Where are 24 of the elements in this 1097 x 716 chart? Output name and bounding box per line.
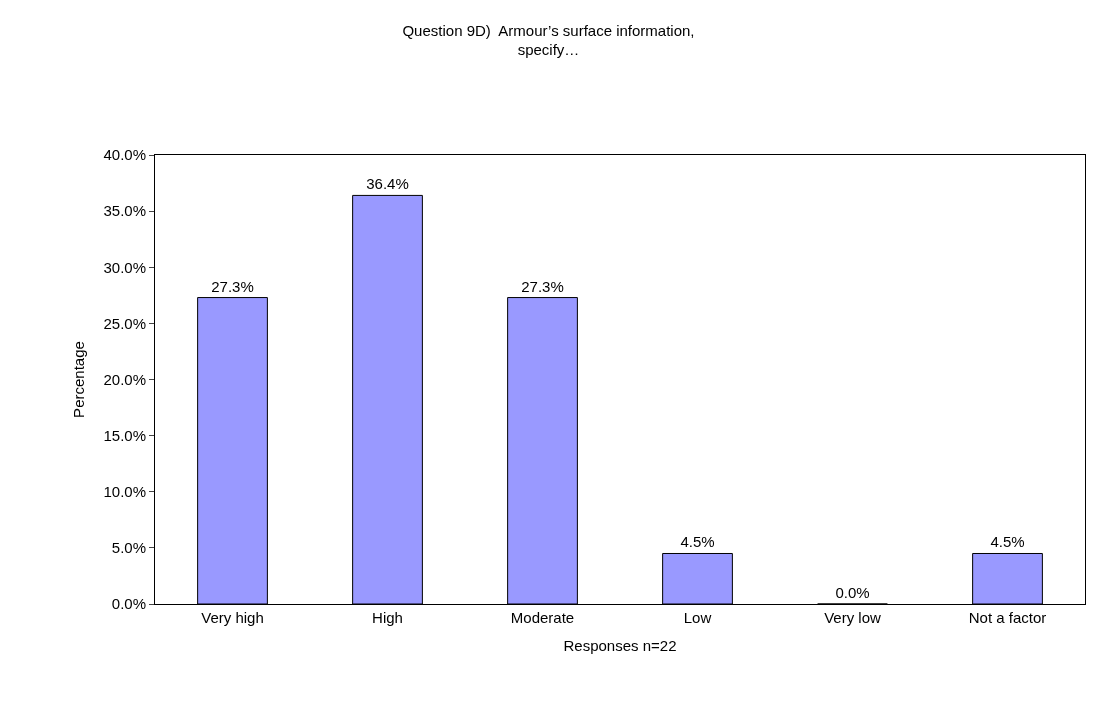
y-tick-label: 25.0% — [103, 314, 146, 332]
data-label: 4.5% — [990, 533, 1025, 551]
data-label: 0.0% — [835, 584, 870, 601]
data-label: 36.4% — [366, 175, 409, 193]
y-tick-label: 5.0% — [111, 539, 146, 557]
x-tick-label: Moderate — [510, 609, 575, 626]
x-axis-title: Responses n=22 — [563, 637, 677, 654]
y-tick-label: 20.0% — [103, 370, 146, 388]
x-tick-label: High — [372, 609, 403, 626]
y-axis-title: Percentage — [69, 341, 87, 418]
x-tick-label: Not a factor — [968, 609, 1047, 626]
x-tick-label: Low — [683, 609, 712, 626]
data-label: 27.3% — [211, 277, 254, 295]
data-label: 27.3% — [521, 277, 564, 295]
y-tick-label: 10.0% — [103, 483, 146, 500]
y-tick-label: 40.0% — [103, 146, 146, 164]
y-tick-label: 30.0% — [103, 258, 146, 276]
y-tick-label: 15.0% — [103, 426, 146, 444]
x-tick-label: Very high — [201, 609, 264, 626]
x-tick-label: Very low — [824, 609, 882, 626]
data-label: 4.5% — [680, 533, 715, 551]
y-tick-label: 35.0% — [103, 202, 146, 220]
chart-title: Question 9D) Armour’s surface information, specify… — [402, 21, 695, 59]
y-tick-label: 0.0% — [111, 595, 146, 613]
